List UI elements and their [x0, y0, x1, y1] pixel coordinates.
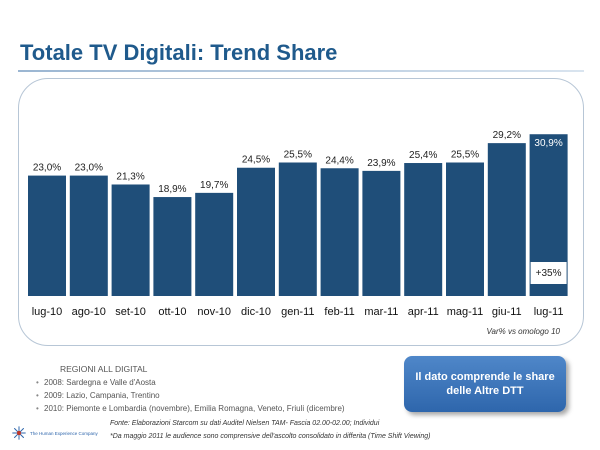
bar-feb-11 [320, 168, 359, 296]
tick-label-apr-11: apr-11 [408, 306, 439, 318]
title-divider [18, 70, 584, 72]
audience-footnote: *Da maggio 2011 le audience sono compren… [110, 433, 431, 440]
tick-label-ott-10: ott-10 [158, 306, 186, 318]
region-item: • 2010: Piemonte e Lombardia (novembre), … [36, 404, 396, 414]
tick-label-nov-10: nov-10 [197, 306, 231, 318]
data-label-dic-10: 24,5% [242, 155, 270, 166]
data-label-mar-11: 23,9% [367, 158, 395, 169]
source-footnote: Fonte: Elaborazioni Starcom su dati Audi… [110, 420, 380, 427]
tick-label-dic-10: dic-10 [241, 306, 271, 318]
bar-lug-10 [28, 175, 66, 296]
callout-box: Il dato comprende le share delle Altre D… [404, 356, 566, 412]
logo-text: The Human Experience Company [30, 430, 98, 436]
bar-mag-11 [446, 162, 484, 296]
region-item-text: 2008: Sardegna e Valle d'Aosta [44, 378, 156, 387]
tick-label-feb-11: feb-11 [324, 306, 354, 318]
regions-list: REGIONI ALL DIGITAL • 2008: Sardegna e Va… [36, 364, 396, 417]
data-label-mag-11: 25,5% [451, 150, 479, 161]
bar-giu-11 [487, 143, 526, 296]
region-item: • 2008: Sardegna e Valle d'Aosta [36, 378, 396, 388]
data-label-apr-11: 25,4% [409, 150, 437, 161]
tick-label-mar-11: mar-11 [364, 306, 398, 318]
data-label-giu-11: 29,2% [493, 130, 521, 141]
region-item: • 2009: Lazio, Campania, Trentino [36, 391, 396, 401]
bullet-icon: • [36, 404, 39, 413]
region-item-text: 2009: Lazio, Campania, Trentino [44, 391, 160, 400]
regions-title: REGIONI ALL DIGITAL [60, 364, 148, 374]
data-label-ago-10: 23,0% [75, 163, 103, 174]
data-label-set-10: 21,3% [116, 171, 144, 182]
bar-nov-10 [195, 192, 234, 296]
tick-label-mag-11: mag-11 [447, 306, 483, 318]
data-label-lug-11: 30,9% [534, 138, 562, 149]
bar-dic-10 [237, 167, 275, 296]
bar-gen-11 [278, 162, 317, 296]
data-label-feb-11: 24,4% [325, 155, 353, 166]
bullet-icon: • [36, 391, 39, 400]
bar-ott-10 [153, 197, 192, 296]
company-logo: The Human Experience Company [12, 426, 98, 440]
tick-label-set-10: set-10 [115, 306, 146, 318]
data-label-nov-10: 19,7% [200, 180, 228, 191]
tick-label-lug-10: lug-10 [32, 306, 63, 318]
region-item-text: 2010: Piemonte e Lombardia (novembre), E… [44, 404, 345, 413]
page-title: Totale TV Digitali: Trend Share [20, 40, 338, 65]
bar-apr-11 [404, 163, 443, 296]
bar-set-10 [111, 184, 150, 296]
annotation-box [530, 262, 567, 284]
bullet-icon: • [36, 378, 39, 387]
tick-label-gen-11: gen-11 [281, 306, 314, 318]
starburst-logo-icon [12, 426, 26, 440]
data-label-gen-11: 25,5% [284, 150, 312, 161]
tick-label-lug-11: lug-11 [534, 306, 564, 318]
bar-mar-11 [362, 170, 401, 296]
bar-ago-10 [69, 175, 108, 296]
annotation-text: +35% [536, 268, 562, 279]
tick-label-ago-10: ago-10 [72, 306, 106, 318]
data-label-ott-10: 18,9% [158, 184, 186, 195]
data-label-lug-10: 23,0% [33, 163, 61, 174]
tick-label-giu-11: giu-11 [492, 306, 522, 318]
chart-note: Var% vs omologo 10 [486, 327, 560, 336]
